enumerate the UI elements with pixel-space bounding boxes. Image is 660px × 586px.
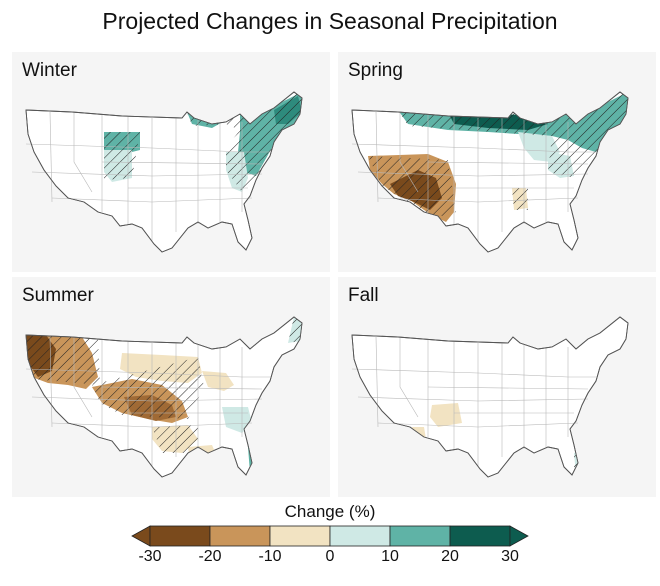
colorbar-segment [209, 525, 271, 547]
season-label-fall: Fall [348, 285, 379, 306]
colorbar-cap-high [509, 525, 529, 547]
colorbar [131, 525, 529, 547]
season-label-summer: Summer [22, 285, 94, 306]
legend-title: Change (%) [284, 502, 376, 521]
colorbar-tick-label: 10 [381, 548, 399, 565]
colorbar-tick-label: 30 [501, 548, 519, 565]
map-panel-summer: Summer [12, 277, 330, 497]
colorbar-segment [329, 525, 391, 547]
map-panel-winter: Winter [12, 52, 330, 272]
map-panel-spring: Spring [338, 52, 656, 272]
season-label-spring: Spring [348, 60, 403, 81]
colorbar-segment [149, 525, 211, 547]
colorbar-segment [389, 525, 451, 547]
map-panel-fall: Fall [338, 277, 656, 497]
colorbar-tick-label: 0 [325, 548, 335, 565]
colorbar-tick-label: -10 [258, 548, 282, 565]
colorbar-segment [449, 525, 511, 547]
colorbar-tick-label: 20 [441, 548, 459, 565]
season-label-winter: Winter [22, 60, 77, 81]
colorbar-cap-low [131, 525, 151, 547]
page-title: Projected Changes in Seasonal Precipitat… [102, 8, 558, 34]
colorbar-segment [269, 525, 331, 547]
colorbar-tick-label: -30 [138, 548, 162, 565]
colorbar-tick-label: -20 [198, 548, 222, 565]
